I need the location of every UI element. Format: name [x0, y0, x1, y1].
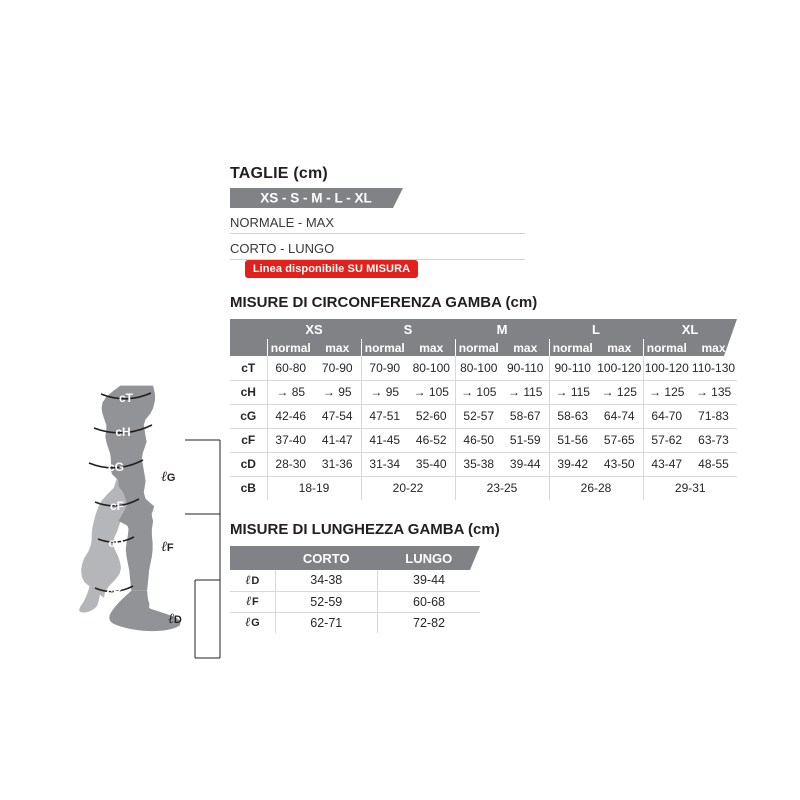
svg-text:ℓD: ℓD — [168, 612, 182, 627]
svg-text:ℓG: ℓG — [161, 470, 175, 485]
svg-text:ℓF: ℓF — [161, 540, 174, 555]
